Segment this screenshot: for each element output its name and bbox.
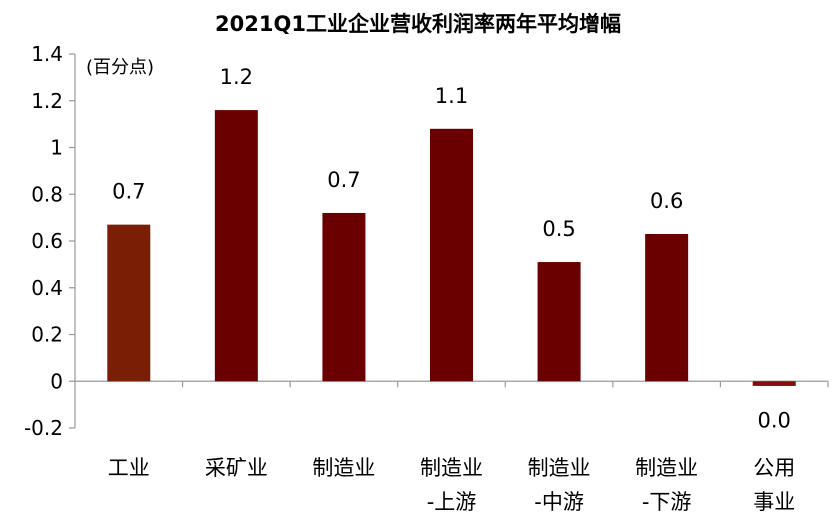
bar bbox=[322, 212, 366, 382]
x-category-label: 制造业 bbox=[420, 456, 483, 480]
x-category-label: 制造业 bbox=[635, 456, 698, 480]
data-label: 0.6 bbox=[650, 189, 683, 213]
bar bbox=[752, 381, 796, 386]
y-tick-label: 0.2 bbox=[31, 323, 63, 347]
y-tick-label: 0 bbox=[50, 369, 63, 393]
data-label: 0.0 bbox=[758, 408, 791, 432]
data-label: 1.2 bbox=[220, 65, 253, 89]
bar bbox=[214, 110, 258, 382]
bar bbox=[430, 128, 473, 382]
data-label: 1.1 bbox=[435, 84, 468, 108]
y-tick-label: 0.8 bbox=[31, 182, 63, 206]
y-tick-label: -0.2 bbox=[24, 416, 63, 440]
x-category-label: -上游 bbox=[427, 490, 477, 514]
x-category-label: 制造业 bbox=[312, 456, 375, 480]
x-category-label: 公用 bbox=[753, 456, 795, 480]
chart-title: 2021Q1工业企业营收利润率两年平均增幅 bbox=[215, 12, 621, 36]
y-tick-label: 0.6 bbox=[31, 229, 63, 253]
data-label: 0.5 bbox=[542, 217, 575, 241]
x-category-label: -中游 bbox=[534, 490, 584, 514]
x-category-label: 采矿业 bbox=[205, 456, 268, 480]
x-category-label: 事业 bbox=[753, 490, 795, 514]
y-tick-label: 1 bbox=[50, 136, 63, 160]
y-tick-label: 0.4 bbox=[31, 276, 63, 300]
y-axis-unit-label: (百分点) bbox=[86, 57, 154, 78]
bars bbox=[107, 110, 796, 386]
x-category-label: 工业 bbox=[108, 456, 150, 480]
axes: -0.2 0 0.2 0.4 0.6 0.8 1 1.2 1.4 bbox=[24, 42, 829, 440]
y-tick-label: 1.4 bbox=[31, 42, 63, 66]
data-labels: 0.7 1.2 0.7 1.1 0.5 0.6 0.0 bbox=[112, 65, 791, 432]
data-label: 0.7 bbox=[327, 168, 360, 192]
y-tick-label: 1.2 bbox=[31, 89, 63, 113]
data-label: 0.7 bbox=[112, 180, 145, 204]
bar bbox=[107, 224, 151, 382]
bar bbox=[537, 262, 581, 382]
bar bbox=[645, 233, 689, 382]
x-category-label: -下游 bbox=[642, 490, 692, 514]
x-category-label: 制造业 bbox=[528, 456, 591, 480]
